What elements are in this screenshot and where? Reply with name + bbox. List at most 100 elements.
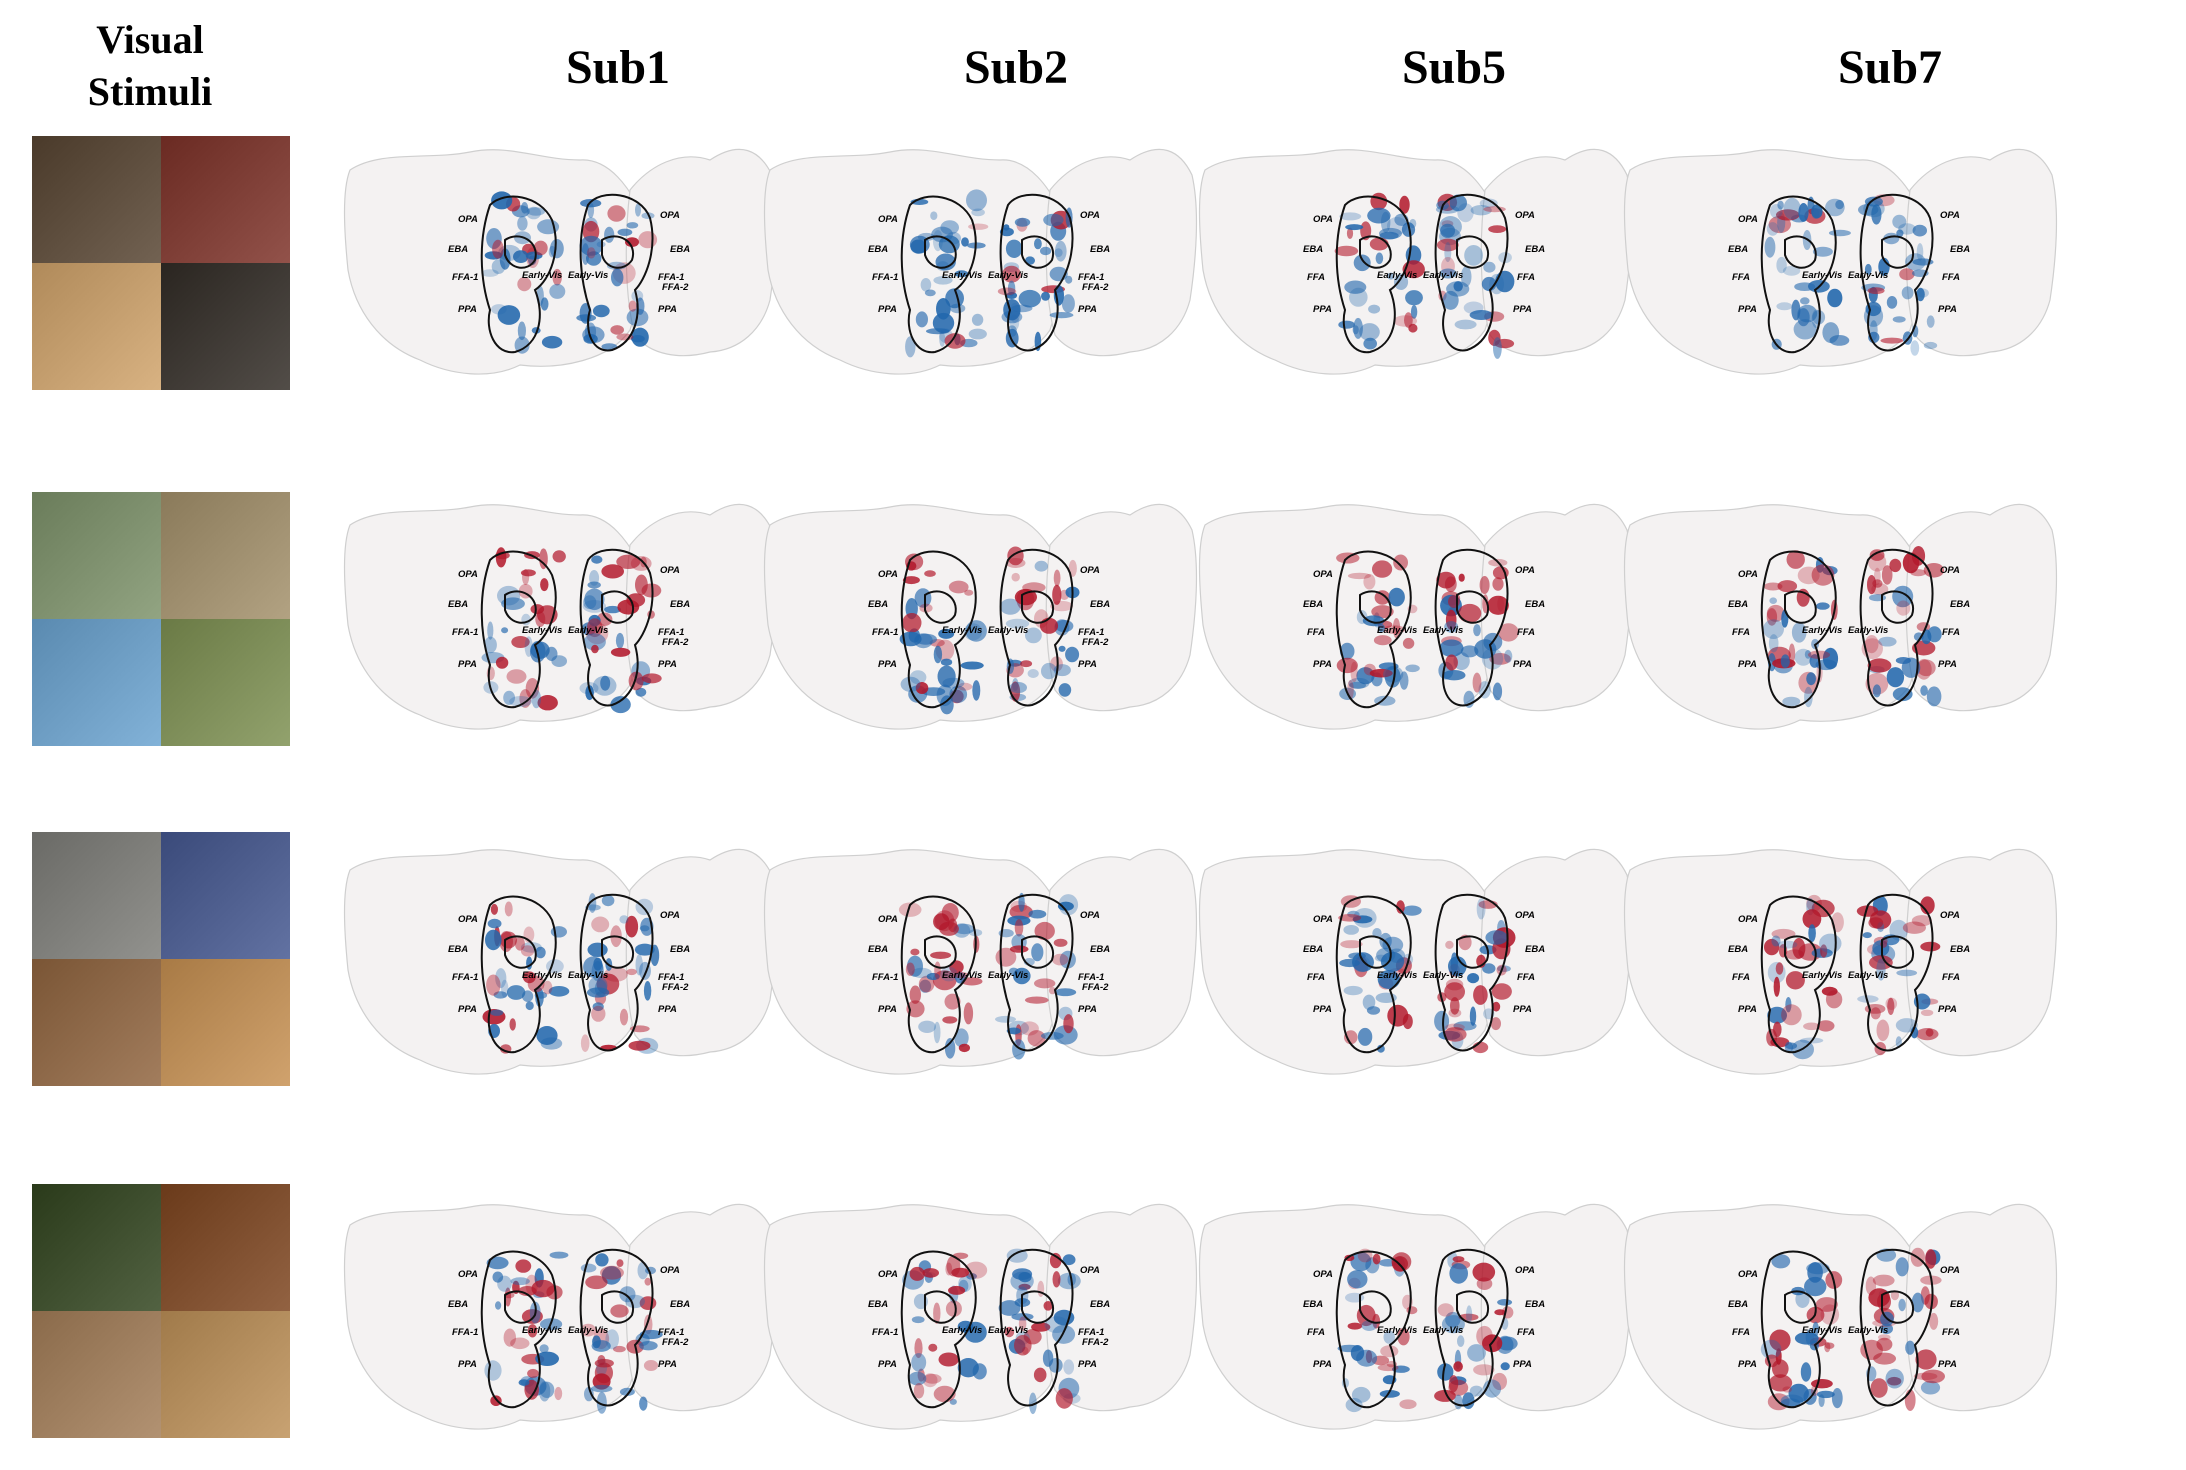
- roi-label-opa: OPA: [1313, 914, 1333, 925]
- negative-activation-blob: [1825, 198, 1845, 217]
- negative-activation-blob: [1375, 252, 1384, 265]
- negative-activation-blob: [1061, 294, 1075, 313]
- negative-activation-blob: [1898, 1298, 1906, 1312]
- positive-activation-blob: [942, 1016, 958, 1024]
- positive-activation-blob: [1911, 915, 1932, 927]
- roi-outline: [1784, 935, 1817, 969]
- negative-activation-blob: [1862, 932, 1872, 939]
- positive-activation-blob: [1037, 1280, 1045, 1297]
- negative-activation-blob: [1356, 610, 1368, 625]
- roi-outline: [1335, 195, 1412, 354]
- negative-activation-blob: [1367, 207, 1391, 224]
- negative-activation-blob: [1339, 642, 1355, 660]
- left-hemisphere-surface: [343, 149, 645, 375]
- positive-activation-blob: [1476, 1277, 1493, 1290]
- positive-activation-blob: [914, 1338, 923, 1359]
- roi-label-opa: OPA: [660, 910, 680, 921]
- negative-activation-blob: [933, 645, 943, 664]
- roi-label-ffa: FFA: [1942, 972, 1960, 983]
- flatmap-sub5-indoor: OPA OPA EBA EBA FFA FFA PPA PPA Early-Vis Early-V…: [1198, 848, 1633, 1075]
- negative-activation-blob: [1811, 204, 1823, 219]
- roi-label-ppa: PPA: [1738, 304, 1757, 315]
- negative-activation-blob: [1495, 270, 1515, 293]
- negative-activation-blob: [637, 1261, 649, 1280]
- negative-activation-blob: [1769, 597, 1777, 604]
- positive-activation-blob: [1402, 637, 1415, 649]
- positive-activation-blob: [525, 678, 540, 699]
- negative-activation-blob: [492, 1271, 504, 1283]
- positive-activation-blob: [1887, 997, 1895, 1015]
- negative-activation-blob: [905, 336, 916, 358]
- positive-activation-blob: [610, 325, 624, 335]
- negative-activation-blob: [550, 239, 564, 259]
- negative-activation-blob: [576, 314, 597, 322]
- roi-label-eba: EBA: [448, 944, 468, 955]
- negative-activation-blob: [1441, 1315, 1465, 1334]
- negative-activation-blob: [1776, 256, 1787, 274]
- positive-activation-blob: [504, 901, 513, 917]
- stimulus-image: [32, 1184, 161, 1311]
- negative-activation-blob: [911, 967, 932, 979]
- roi-label-eba: EBA: [670, 244, 690, 255]
- negative-activation-blob: [949, 1398, 957, 1405]
- right-hemisphere-surface: [1480, 1203, 1633, 1412]
- positive-activation-blob: [537, 695, 558, 711]
- positive-activation-blob: [1372, 1253, 1381, 1265]
- left-hemisphere-surface: [1623, 849, 1925, 1075]
- roi-label-ffa-2: FFA-2: [1082, 982, 1109, 993]
- roi-label-early-vis: Early-Vis: [568, 625, 608, 636]
- roi-outline: [1881, 590, 1915, 624]
- negative-activation-blob: [615, 632, 625, 649]
- positive-activation-blob: [1018, 1283, 1031, 1290]
- roi-outline: [924, 235, 957, 269]
- roi-label-ffa-1: FFA-1: [452, 272, 478, 283]
- roi-label-opa: OPA: [1738, 214, 1758, 225]
- stimulus-image: [32, 832, 161, 959]
- positive-activation-blob: [1009, 904, 1033, 920]
- roi-label-ppa: PPA: [658, 659, 677, 670]
- roi-outline: [579, 1248, 654, 1407]
- negative-activation-blob: [1895, 657, 1911, 664]
- negative-activation-blob: [1357, 1027, 1373, 1046]
- positive-activation-blob: [527, 975, 545, 993]
- roi-label-ppa: PPA: [1513, 659, 1532, 670]
- roi-outline: [1784, 1290, 1817, 1324]
- negative-activation-blob: [1800, 1362, 1812, 1382]
- right-hemisphere-surface: [1045, 1203, 1198, 1412]
- negative-activation-blob: [1783, 197, 1801, 220]
- negative-activation-blob: [583, 633, 606, 651]
- positive-activation-blob: [944, 993, 961, 1010]
- roi-label-ffa-1: FFA-1: [1078, 272, 1104, 283]
- roi-label-eba: EBA: [1950, 244, 1970, 255]
- positive-activation-blob: [905, 553, 924, 571]
- negative-activation-blob: [1345, 224, 1364, 231]
- positive-activation-blob: [1336, 657, 1358, 674]
- negative-activation-blob: [605, 1329, 619, 1350]
- positive-activation-blob: [601, 564, 624, 579]
- negative-activation-blob: [1808, 924, 1816, 942]
- roi-label-ffa-1: FFA-1: [658, 972, 684, 983]
- negative-activation-blob: [954, 270, 969, 278]
- positive-activation-blob: [1363, 573, 1376, 590]
- positive-activation-blob: [617, 599, 640, 615]
- positive-activation-blob: [1920, 941, 1941, 952]
- stimulus-image: [32, 619, 161, 746]
- roi-label-early-vis: Early-Vis: [1848, 1325, 1888, 1336]
- negative-activation-blob: [1483, 1379, 1502, 1398]
- positive-activation-blob: [1777, 580, 1798, 593]
- negative-activation-blob: [1057, 1272, 1081, 1290]
- negative-activation-blob: [1771, 935, 1781, 947]
- positive-activation-blob: [610, 647, 631, 657]
- roi-label-ffa-1: FFA-1: [452, 972, 478, 983]
- roi-label-ffa: FFA: [1517, 627, 1535, 638]
- positive-activation-blob: [586, 618, 603, 638]
- negative-activation-blob: [1460, 645, 1479, 658]
- negative-activation-blob: [639, 925, 650, 932]
- negative-activation-blob: [1379, 1390, 1400, 1398]
- negative-activation-blob: [510, 1277, 530, 1286]
- roi-outline: [999, 548, 1074, 707]
- negative-activation-blob: [1359, 323, 1380, 341]
- negative-activation-blob: [509, 696, 532, 707]
- roi-label-opa: OPA: [1515, 1265, 1535, 1276]
